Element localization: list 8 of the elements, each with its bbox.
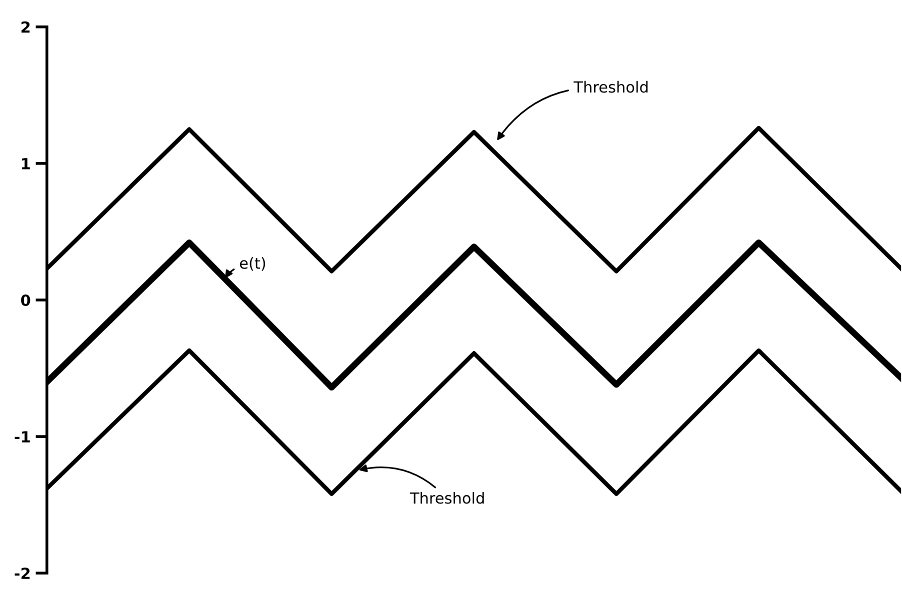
annotation: e(t): [240, 257, 266, 271]
y-tick-label: 2: [22, 21, 30, 33]
y-tick-label: 1: [22, 158, 30, 170]
annotation: Threshold: [410, 492, 484, 504]
y-tick-label: -1: [14, 431, 30, 442]
y-tick-label: -2: [14, 568, 30, 579]
annotation: Threshold: [574, 80, 648, 93]
y-tick-label: 0: [21, 294, 30, 306]
